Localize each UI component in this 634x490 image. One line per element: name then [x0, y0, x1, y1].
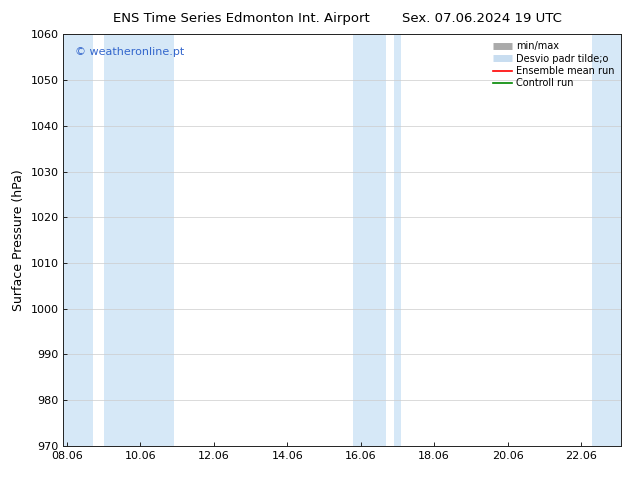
- Y-axis label: Surface Pressure (hPa): Surface Pressure (hPa): [12, 169, 25, 311]
- Text: ENS Time Series Edmonton Int. Airport: ENS Time Series Edmonton Int. Airport: [113, 12, 369, 25]
- Legend: min/max, Desvio padr tilde;o, Ensemble mean run, Controll run: min/max, Desvio padr tilde;o, Ensemble m…: [491, 39, 616, 90]
- Bar: [63, 34, 93, 446]
- Text: © weatheronline.pt: © weatheronline.pt: [75, 47, 184, 57]
- Bar: [592, 34, 621, 446]
- Bar: [353, 34, 386, 446]
- Text: Sex. 07.06.2024 19 UTC: Sex. 07.06.2024 19 UTC: [402, 12, 562, 25]
- Bar: [394, 34, 401, 446]
- Bar: [104, 34, 174, 446]
